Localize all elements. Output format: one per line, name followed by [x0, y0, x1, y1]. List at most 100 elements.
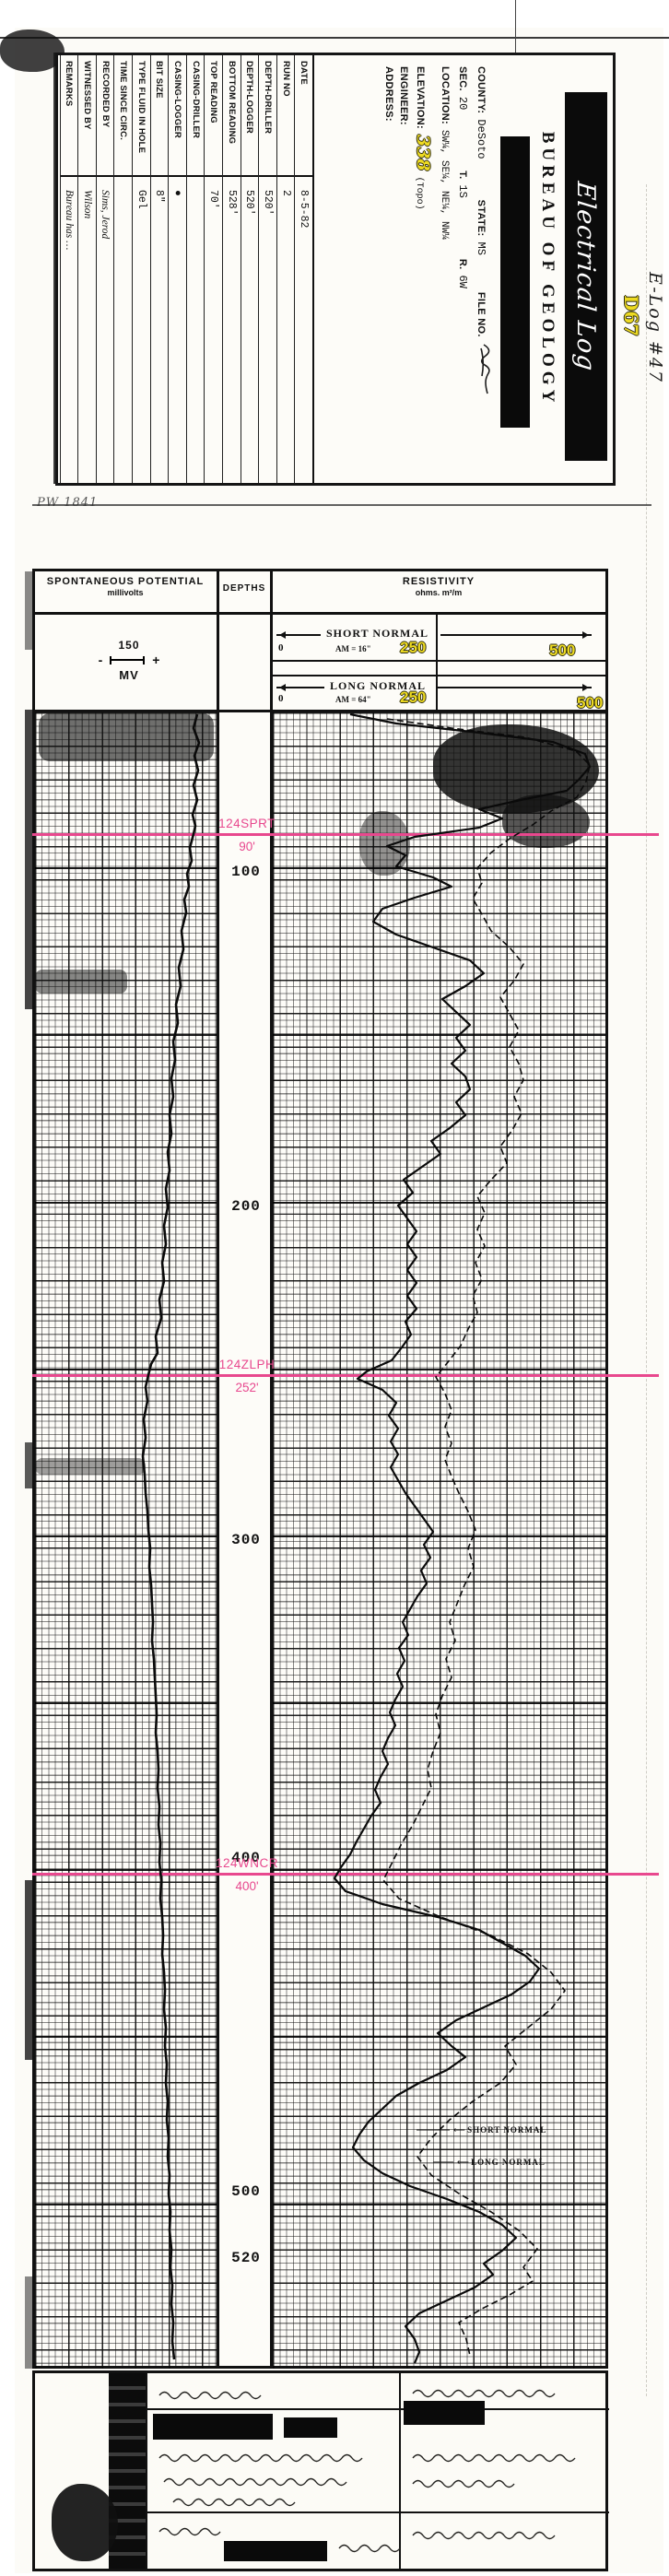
run-field-label: DEPTH-LOGGER: [241, 55, 259, 177]
elevation-value: 338: [413, 134, 433, 171]
footer-divider: [146, 2373, 147, 2569]
marker-line: [32, 833, 659, 836]
sec-t-r-row: SEC. 20 T. 1S R. 6W: [454, 55, 473, 483]
county-state-file-row: COUNTY: DeSoto STATE: MS FILE NO.: [473, 55, 497, 483]
long-normal-scale: LONG NORMAL 0 AM = 64" 250 500: [273, 679, 604, 712]
divider-line: [32, 504, 651, 506]
track-divider: [270, 569, 273, 2369]
arrow-line: [276, 684, 328, 690]
scan-smudge: [35, 1458, 146, 1475]
run-field-value: 520': [243, 190, 256, 216]
major-depth-line: [35, 867, 217, 870]
illegible-scribble: [163, 2477, 347, 2487]
scan-top-edge: [0, 37, 669, 39]
run-data-table: DATE 8-5-82 RUN NO 2 DEPTH-DRILLER 520' DEPTH-…: [53, 55, 314, 483]
major-depth-line: [35, 1535, 217, 1538]
registration-dotted-line: [646, 184, 648, 2396]
township-label: T.: [457, 171, 468, 180]
depths-track-header: DEPTHS: [217, 583, 272, 594]
run-field-value: 8": [153, 190, 166, 203]
run-field-label: WITNESSED BY: [78, 55, 96, 177]
run-field-label: REMARKS: [60, 55, 78, 177]
major-depth-line: [35, 1034, 217, 1037]
redacted-well-name-bar: [500, 136, 530, 428]
run-field-label: DATE: [295, 55, 312, 177]
illegible-scribble: [412, 2531, 556, 2540]
major-depth-line: [273, 1869, 605, 1872]
scan-smudge: [25, 710, 34, 1009]
sec-label: SEC.: [457, 66, 468, 91]
arrow-line: [440, 631, 592, 638]
run-field-label: RECORDED BY: [96, 55, 114, 177]
marker-depth: 400': [235, 1879, 259, 1893]
run-table-row: REMARKS Bureau has …: [59, 55, 78, 483]
run-field-value: 2: [279, 190, 292, 196]
major-depth-line: [35, 1202, 217, 1205]
major-depth-line: [35, 1702, 217, 1705]
redaction-block: [284, 2417, 337, 2438]
illegible-scribble: [172, 2498, 296, 2507]
track-divider: [217, 569, 219, 2369]
run-field-value: ●: [171, 190, 184, 196]
short-normal-name: SHORT NORMAL: [321, 627, 435, 641]
depth-label: 400: [231, 1850, 261, 1866]
run-field-value: 520': [262, 190, 275, 216]
redaction-block: [404, 2401, 485, 2425]
run-table-row: RECORDED BY Sims, Jerod: [95, 55, 114, 483]
marker-depth: 252': [235, 1381, 259, 1394]
file-no-label: FILE NO.: [475, 291, 487, 337]
run-field-label: CASING-LOGGER: [169, 55, 186, 177]
marker-code: 124ZLPH: [218, 1358, 276, 1371]
short-normal-curve-text: SHORT NORMAL: [467, 2125, 547, 2135]
sp-unit: MV: [119, 668, 139, 682]
major-depth-line: [35, 2204, 217, 2206]
leader-arrow-icon: ⟵: [457, 2158, 472, 2167]
sp-scale-bracket: - +: [55, 653, 203, 667]
sp-minus: -: [98, 653, 103, 667]
run-field-value: [187, 177, 205, 483]
long-normal-curve-text: LONG NORMAL: [471, 2158, 546, 2167]
sp-title: SPONTANEOUS POTENTIAL: [46, 576, 205, 587]
run-table-row: RUN NO 2: [276, 55, 295, 483]
range-label: R.: [457, 258, 468, 270]
long-normal-name: LONG NORMAL: [324, 679, 431, 693]
resistivity-units: ohms. m²/m: [415, 588, 463, 597]
scan-ink-blob: [52, 2484, 118, 2561]
state-label: STATE:: [475, 199, 487, 237]
elevation-row: ELEVATION: 338 (Topo): [411, 55, 437, 483]
scan-smudge: [25, 571, 33, 650]
long-normal-spacing: AM = 64": [335, 695, 371, 704]
leader-arrow-icon: ⟵: [453, 2125, 468, 2135]
short-normal-spacing: AM = 16": [335, 644, 371, 653]
sp-plus: +: [152, 653, 160, 667]
run-field-label: BIT SIZE: [150, 55, 169, 177]
redaction-block: [224, 2541, 327, 2561]
illegible-scribble: [338, 2544, 401, 2553]
scale-row-divider: [273, 675, 605, 676]
scale-row-divider: [273, 660, 605, 662]
run-field-label: TYPE FLUID IN HOLE: [133, 55, 150, 177]
engineer-row: ENGINEER:: [396, 55, 411, 483]
sp-scale: 150 - + MV: [55, 639, 203, 682]
sp-grid: [35, 712, 217, 2369]
depth-label: 100: [231, 864, 261, 880]
footer-line: [146, 2408, 609, 2410]
depth-label: 500: [231, 2183, 261, 2200]
depths-title: DEPTHS: [222, 583, 266, 594]
scan-smudge: [25, 1880, 34, 2060]
county-label: COUNTY:: [475, 66, 487, 114]
long-normal-max: 500: [577, 694, 604, 712]
sp-span-bar: [110, 655, 146, 665]
redaction-block: [153, 2414, 273, 2440]
scan-smudge: [35, 970, 127, 994]
run-field-label: BOTTOM READING: [223, 55, 241, 177]
major-depth-line: [273, 1702, 605, 1705]
marker-depth: 90': [239, 840, 255, 853]
sp-track-header: SPONTANEOUS POTENTIAL millivolts: [37, 576, 214, 597]
long-normal-curve-label: ⟵ LONG NORMAL: [457, 2158, 546, 2168]
location-label: LOCATION:: [440, 66, 451, 124]
scan-smudge: [25, 2276, 32, 2369]
depth-label: 200: [231, 1198, 261, 1215]
major-depth-line: [273, 1535, 605, 1538]
